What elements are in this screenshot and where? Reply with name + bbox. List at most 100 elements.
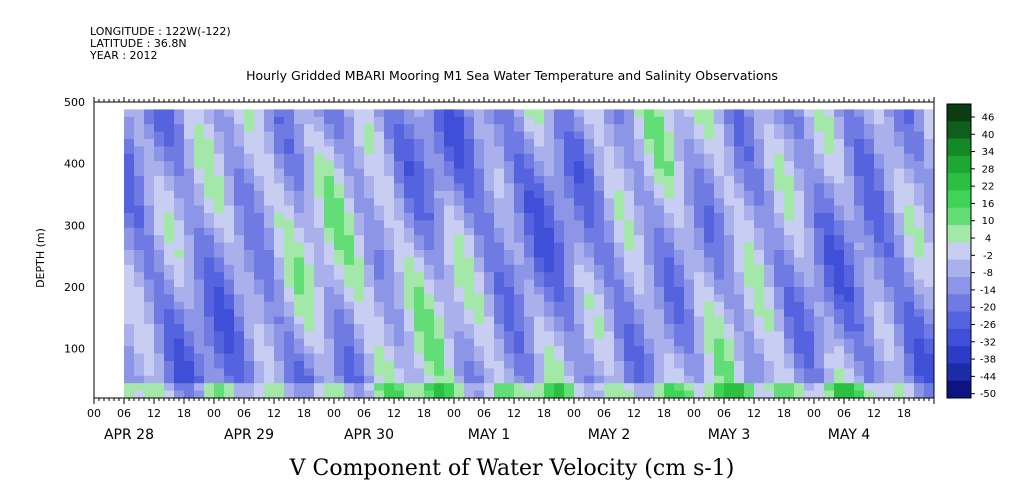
field-cell: [744, 390, 755, 398]
field-cell: [904, 279, 915, 288]
field-cell: [304, 227, 315, 236]
field-cell: [494, 168, 505, 177]
field-cell: [644, 183, 655, 192]
field-cell: [784, 316, 795, 325]
field-cell: [654, 331, 665, 340]
field-cell: [514, 272, 525, 281]
field-cell: [774, 131, 785, 140]
colorbar-segment: [947, 121, 971, 140]
field-cell: [504, 116, 515, 125]
field-cell: [344, 242, 355, 251]
field-cell: [494, 139, 505, 147]
field-cell: [824, 124, 835, 133]
field-cell: [504, 153, 515, 162]
field-cell: [634, 205, 645, 214]
field-cell: [384, 139, 395, 147]
field-cell: [624, 272, 635, 281]
field-cell: [784, 242, 795, 251]
field-cell: [704, 338, 715, 347]
field-cell: [434, 257, 445, 266]
field-cell: [304, 131, 315, 140]
field-cell: [654, 198, 665, 207]
field-cell: [144, 153, 155, 162]
variable-label: V Component of Water Velocity (cm s-1): [289, 456, 735, 481]
field-cell: [754, 227, 765, 236]
field-cell: [794, 368, 805, 377]
field-cell: [424, 361, 435, 369]
field-cell: [694, 375, 705, 384]
field-cell: [574, 235, 585, 244]
field-cell: [584, 220, 595, 229]
field-cell: [524, 235, 535, 244]
field-cell: [734, 301, 745, 310]
field-cell: [754, 116, 765, 125]
field-cell: [334, 190, 345, 199]
field-cell: [894, 161, 905, 170]
field-cell: [294, 301, 305, 310]
field-cell: [524, 294, 535, 303]
field-cell: [884, 346, 895, 355]
field-cell: [494, 176, 505, 184]
field-cell: [644, 198, 655, 207]
field-cell: [764, 139, 775, 147]
field-cell: [154, 279, 165, 288]
field-cell: [134, 242, 145, 251]
field-cell: [574, 183, 585, 192]
field-cell: [904, 198, 915, 207]
field-cell: [364, 309, 375, 318]
field-cell: [464, 287, 475, 295]
field-cell: [484, 116, 495, 125]
field-cell: [424, 250, 435, 258]
field-cell: [334, 205, 345, 214]
field-cell: [194, 331, 205, 340]
field-cell: [394, 316, 405, 325]
field-cell: [234, 198, 245, 207]
field-cell: [194, 146, 205, 155]
field-cell: [404, 338, 415, 347]
field-cell: [604, 338, 615, 347]
field-cell: [644, 131, 655, 140]
field-cell: [824, 346, 835, 355]
field-cell: [134, 205, 145, 214]
field-cell: [854, 264, 865, 273]
field-cell: [844, 353, 855, 362]
field-cell: [754, 124, 765, 133]
field-cell: [634, 316, 645, 325]
field-cell: [454, 139, 465, 147]
field-cell: [874, 131, 885, 140]
field-cell: [734, 250, 745, 258]
x-hour-label: 00: [567, 407, 581, 420]
field-cell: [354, 361, 365, 369]
field-cell: [924, 316, 934, 325]
field-cell: [534, 324, 545, 332]
field-cell: [804, 250, 815, 258]
field-cell: [284, 227, 295, 236]
field-cell: [574, 361, 585, 369]
x-hour-label: 18: [897, 407, 911, 420]
field-cell: [344, 176, 355, 184]
field-cell: [324, 190, 335, 199]
field-cell: [544, 109, 555, 118]
field-cell: [594, 183, 605, 192]
field-cell: [374, 168, 385, 177]
field-cell: [434, 198, 445, 207]
field-cell: [554, 220, 565, 229]
field-cell: [454, 338, 465, 347]
field-cell: [374, 250, 385, 258]
field-cell: [814, 279, 825, 288]
field-cell: [444, 316, 455, 325]
field-cell: [904, 287, 915, 295]
field-cell: [404, 198, 415, 207]
field-cell: [214, 346, 225, 355]
field-cell: [834, 242, 845, 251]
field-cell: [594, 294, 605, 303]
field-cell: [804, 264, 815, 273]
field-cell: [394, 279, 405, 288]
colorbar-segment: [947, 311, 971, 330]
field-cell: [734, 124, 745, 133]
field-cell: [904, 205, 915, 214]
field-cell: [274, 242, 285, 251]
field-cell: [594, 316, 605, 325]
field-cell: [354, 272, 365, 281]
field-cell: [224, 220, 235, 229]
